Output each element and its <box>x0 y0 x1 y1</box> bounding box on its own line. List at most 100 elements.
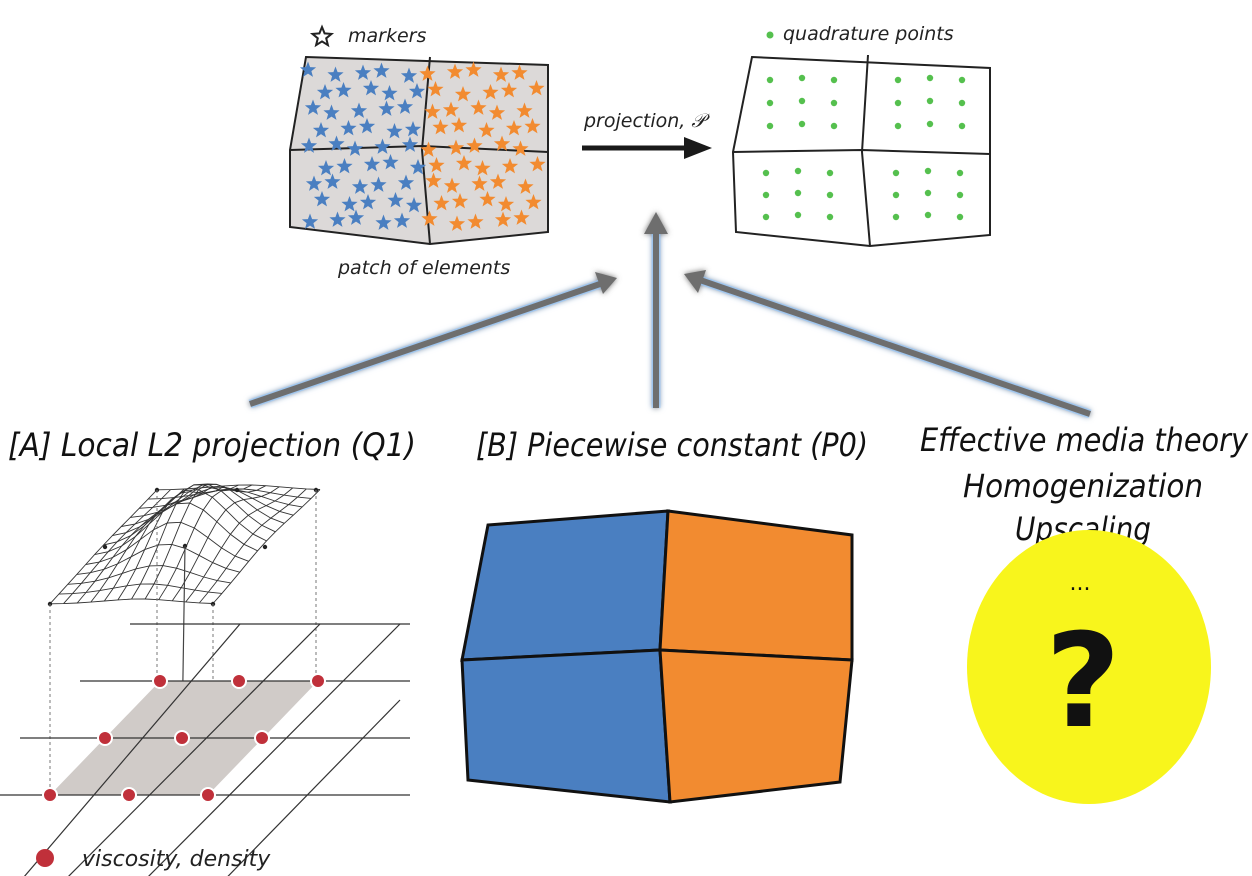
red-node <box>174 730 190 746</box>
marker-star <box>492 66 510 82</box>
quadrature-point <box>762 191 770 199</box>
marker-star <box>324 173 341 189</box>
marker-star <box>362 80 380 96</box>
yellow-ellipse <box>967 530 1211 804</box>
marker-star <box>381 85 398 101</box>
markers-label: markers <box>348 25 426 47</box>
quadrature-point <box>926 74 934 82</box>
p0-cell-bottom-right <box>658 648 854 804</box>
ellipsis-text: ... <box>1070 571 1091 596</box>
quadrature-divider-vertical <box>860 54 871 247</box>
marker-star <box>299 61 317 77</box>
unknown-method-bubble: ... ? <box>967 530 1211 804</box>
quadrature-point <box>798 120 806 128</box>
marker-patch <box>289 55 549 246</box>
marker-star <box>479 191 496 207</box>
method-arrows <box>248 212 1092 419</box>
arrow-b <box>644 212 668 408</box>
quadrature-point <box>958 76 966 84</box>
projection-label: projection, 𝒫 <box>583 110 710 132</box>
marker-star <box>419 65 436 81</box>
method-c-line2: Homogenization <box>963 467 1203 505</box>
mesh-vertex <box>102 544 108 550</box>
marker-star <box>300 137 318 153</box>
quadrature-point <box>826 191 834 199</box>
marker-star <box>432 119 449 135</box>
red-node <box>97 730 113 746</box>
red-node <box>310 673 326 689</box>
marker-star <box>424 103 441 119</box>
marker-star <box>350 102 368 118</box>
viscosity-legend: viscosity, density <box>36 847 271 872</box>
q1-dashed-guides <box>49 490 317 793</box>
marker-star <box>328 135 345 151</box>
quadrature-point <box>892 191 900 199</box>
markers-legend: markers <box>309 24 426 48</box>
marker-star <box>409 159 427 175</box>
quadrature-point <box>826 213 834 221</box>
marker-star <box>340 120 357 136</box>
marker-star <box>433 195 450 211</box>
mesh-line <box>49 598 214 605</box>
marker-star <box>443 177 461 193</box>
marker-star <box>317 160 335 176</box>
quadrature-legend: quadrature points <box>766 23 954 45</box>
marker-star <box>425 172 442 188</box>
method-b-label: [B] Piecewise constant (P0) <box>476 426 868 464</box>
red-node <box>231 673 247 689</box>
quadrature-point <box>892 213 900 221</box>
quadrature-point <box>926 120 934 128</box>
marker-star <box>513 209 530 225</box>
marker-stars <box>299 61 546 231</box>
q1-nodes <box>42 673 326 803</box>
marker-star <box>505 120 523 136</box>
marker-star <box>316 84 334 100</box>
marker-star <box>405 197 423 213</box>
marker-star <box>493 135 511 151</box>
marker-star <box>516 102 533 118</box>
marker-star <box>401 136 419 152</box>
quadrature-point <box>924 189 932 197</box>
quadrature-point <box>956 191 964 199</box>
quadrature-point <box>766 99 774 107</box>
quadrature-point <box>826 169 834 177</box>
quadrature-points <box>762 74 966 221</box>
marker-star <box>428 157 445 173</box>
marker-star <box>304 99 322 115</box>
quadrature-point <box>958 99 966 107</box>
quadrature-point <box>894 76 902 84</box>
quadrature-point <box>924 167 932 175</box>
quadrature-label: quadrature points <box>783 23 954 45</box>
quadrature-point <box>766 122 774 130</box>
mesh-line <box>76 488 185 604</box>
p0-cell-top-left <box>460 509 670 662</box>
star-outline-icon <box>309 24 335 48</box>
projection-arrow-head <box>684 137 712 159</box>
marker-star <box>471 175 488 191</box>
marker-star <box>335 82 352 98</box>
quadrature-point <box>926 97 934 105</box>
marker-star <box>341 196 358 212</box>
quadrature-point <box>794 211 802 219</box>
marker-star <box>454 86 472 102</box>
marker-star <box>451 193 469 209</box>
marker-star <box>470 99 487 115</box>
marker-star <box>447 139 465 155</box>
marker-star <box>500 82 518 98</box>
marker-star <box>358 118 376 134</box>
marker-star <box>313 191 331 207</box>
marker-star <box>517 178 534 194</box>
marker-star <box>327 66 344 82</box>
method-a-label: [A] Local L2 projection (Q1) <box>8 426 416 464</box>
quadrature-point <box>762 169 770 177</box>
marker-star <box>466 137 483 153</box>
p0-cell-bottom-left <box>460 648 672 804</box>
quadrature-point <box>762 213 770 221</box>
p0-patch <box>460 509 854 804</box>
marker-star <box>393 212 411 228</box>
mesh-line <box>185 487 294 603</box>
green-dot-icon <box>766 31 774 39</box>
marker-star <box>465 61 482 77</box>
marker-star <box>528 80 545 96</box>
